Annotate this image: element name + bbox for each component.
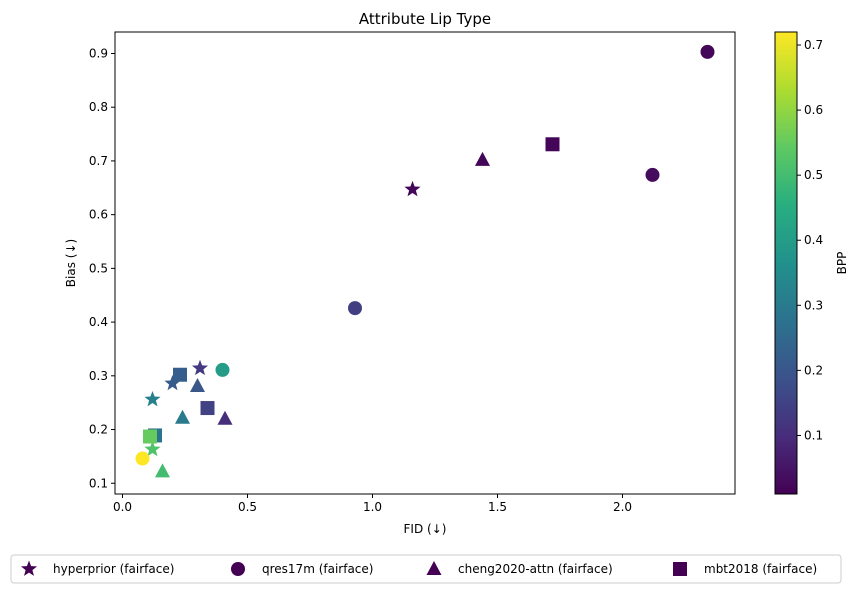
circle-data-point xyxy=(645,167,660,182)
y-tick-label: 0.9 xyxy=(89,46,108,60)
y-tick-label: 0.1 xyxy=(89,476,108,490)
star-data-point xyxy=(144,440,161,457)
y-tick-label: 0.4 xyxy=(89,315,108,329)
legend-entry-label: mbt2018 (fairface) xyxy=(704,562,817,576)
colorbar-tick-label: 0.2 xyxy=(804,363,823,377)
star-data-point xyxy=(191,359,209,376)
colorbar-tick-label: 0.6 xyxy=(804,103,823,117)
y-tick-label: 0.3 xyxy=(89,369,108,383)
legend-star-marker xyxy=(20,560,38,576)
colorbar-tick-label: 0.1 xyxy=(804,428,823,442)
legend-entry-label: cheng2020-attn (fairface) xyxy=(458,562,613,576)
x-tick-label: 1.5 xyxy=(488,500,507,514)
x-tick-label: 0.0 xyxy=(113,500,132,514)
colorbar-ticks: 0.1 0.2 0.3 0.4 0.5 0.6 0.7 xyxy=(797,38,823,442)
colorbar-tick-label: 0.5 xyxy=(804,168,823,182)
star-data-point xyxy=(144,390,161,407)
plot-frame xyxy=(114,31,736,495)
triangle-data-point xyxy=(217,410,233,425)
y-tick-label: 0.7 xyxy=(89,154,108,168)
triangle-data-point xyxy=(190,378,205,393)
x-tick-label: 1.0 xyxy=(363,500,382,514)
x-tick-label: 2.0 xyxy=(613,500,632,514)
x-axis-label: FID (↓) xyxy=(404,522,447,536)
triangle-data-point xyxy=(175,409,190,424)
y-tick-label: 0.6 xyxy=(89,208,108,222)
legend-square-marker xyxy=(673,562,687,576)
data-points xyxy=(135,44,715,478)
circle-data-point xyxy=(215,362,230,377)
triangle-data-point xyxy=(155,463,170,478)
colorbar-tick-label: 0.3 xyxy=(804,298,823,312)
colorbar-tick-label: 0.7 xyxy=(804,38,823,52)
star-data-point xyxy=(164,374,181,391)
y-tick-label: 0.2 xyxy=(89,423,108,437)
legend-circle-marker xyxy=(231,562,245,576)
legend: hyperprior (fairface) qres17m (fairface) c… xyxy=(10,554,842,584)
y-axis-label: Bias (↓) xyxy=(64,239,78,287)
x-tick-label: 0.5 xyxy=(238,500,257,514)
colorbar: 0.1 0.2 0.3 0.4 0.5 0.6 0.7 BPP xyxy=(774,31,849,495)
star-data-point xyxy=(404,180,421,197)
colorbar-gradient xyxy=(774,31,798,495)
circle-data-point xyxy=(700,44,715,59)
plot-area: 0.0 0.5 1.0 1.5 2.0 0.1 0.2 0.3 0.4 0.5 0.6 0.7 0.8 0… xyxy=(89,46,632,514)
colorbar-label: BPP xyxy=(835,252,849,275)
circle-data-point xyxy=(135,451,150,466)
triangle-data-point xyxy=(475,151,490,166)
y-tick-label: 0.5 xyxy=(89,261,108,275)
circle-data-point xyxy=(348,301,362,316)
square-data-point xyxy=(545,137,560,152)
legend-triangle-marker xyxy=(426,561,442,575)
square-data-point xyxy=(173,367,187,382)
chart-title: Attribute Lip Type xyxy=(359,10,491,28)
y-tick-label: 0.8 xyxy=(89,100,108,114)
colorbar-tick-label: 0.4 xyxy=(804,233,823,247)
legend-entry-label: hyperprior (fairface) xyxy=(53,562,174,576)
square-data-point xyxy=(143,429,157,444)
legend-entry-label: qres17m (fairface) xyxy=(262,562,373,576)
legend-frame xyxy=(10,554,842,584)
square-data-point xyxy=(200,401,215,416)
